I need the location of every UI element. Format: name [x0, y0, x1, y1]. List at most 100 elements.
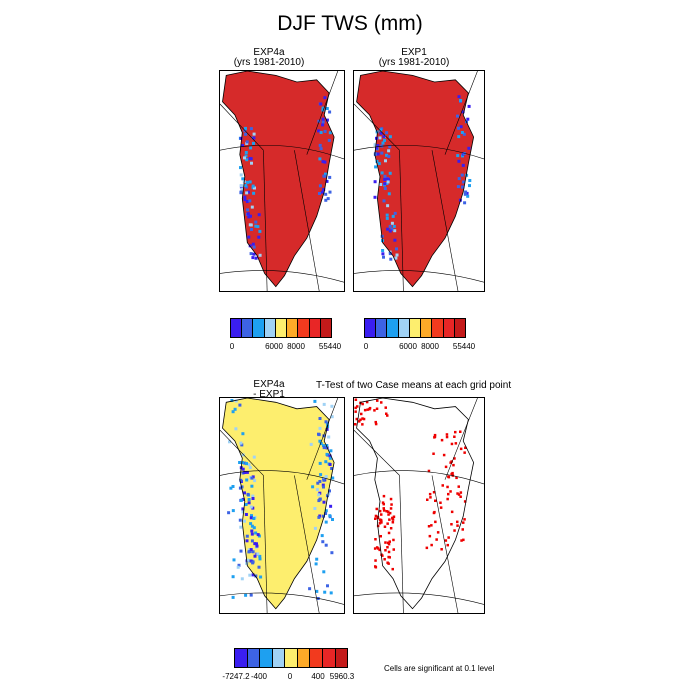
latitude-line	[220, 270, 344, 283]
grid-cell	[318, 184, 322, 188]
grid-cell	[244, 126, 247, 130]
greenland-map-icon	[354, 398, 484, 613]
grid-cell	[250, 529, 254, 533]
colorbar-swatch	[285, 649, 298, 667]
grid-cell	[231, 410, 235, 414]
significant-cell	[374, 565, 377, 568]
grid-cell	[241, 507, 245, 511]
grid-cell	[255, 544, 259, 548]
grid-cell	[259, 575, 263, 579]
grid-cell	[317, 515, 321, 519]
significant-cell	[356, 405, 359, 408]
longitude-line	[263, 150, 268, 291]
grid-cell	[309, 442, 313, 446]
grid-cell	[391, 214, 395, 218]
grid-cell	[374, 165, 378, 169]
grid-cell	[327, 138, 331, 142]
grid-cell	[245, 478, 249, 482]
grid-cell	[251, 506, 255, 510]
grid-cell	[258, 554, 262, 558]
grid-cell	[457, 135, 461, 139]
grid-cell	[257, 213, 261, 217]
grid-cell	[330, 404, 334, 408]
grid-cell	[461, 185, 464, 189]
significant-cell	[428, 492, 432, 496]
grid-cell	[249, 505, 253, 509]
grid-cell	[385, 216, 389, 220]
grid-cell	[238, 518, 242, 522]
grid-cell	[319, 102, 323, 106]
significant-cell	[391, 567, 394, 571]
grid-cell	[251, 242, 255, 246]
greenland-map-icon	[354, 71, 484, 291]
grid-cell	[381, 252, 385, 256]
significant-cell	[374, 422, 378, 426]
grid-cell	[373, 143, 377, 147]
grid-cell	[457, 126, 460, 130]
grid-cell	[392, 224, 396, 228]
significant-cell	[455, 476, 458, 480]
significant-cell	[376, 399, 379, 402]
grid-cell	[231, 595, 235, 599]
tick-label: 6000	[265, 342, 283, 351]
grid-cell	[229, 486, 233, 490]
grid-cell	[385, 182, 389, 185]
longitude-line	[354, 103, 400, 151]
grid-cell	[252, 132, 256, 136]
grid-cell	[388, 171, 392, 175]
significant-cell	[459, 430, 462, 433]
grid-cell	[244, 154, 248, 158]
grid-cell	[241, 471, 245, 475]
significant-cell	[462, 521, 465, 524]
grid-cell	[318, 480, 322, 483]
grid-cell	[254, 224, 258, 228]
significant-cell	[463, 518, 466, 521]
grid-cell	[248, 573, 252, 577]
significant-cell	[378, 548, 381, 552]
grid-cell	[245, 140, 249, 144]
grid-cell	[383, 182, 387, 186]
panel-1-label: EXP4a (yrs 1981-2010)	[219, 48, 319, 68]
colorbar-swatch	[235, 649, 248, 667]
panel-2-label: EXP1 (yrs 1981-2010)	[354, 48, 474, 68]
grid-cell	[245, 534, 249, 538]
grid-cell	[321, 160, 325, 164]
grid-cell	[394, 256, 398, 260]
grid-cell	[230, 399, 234, 402]
grid-cell	[461, 110, 465, 114]
grid-cell	[324, 420, 328, 424]
grid-cell	[251, 550, 255, 554]
significant-cell	[446, 485, 449, 489]
grid-cell	[243, 198, 247, 202]
grid-cell	[251, 561, 255, 565]
grid-cell	[376, 144, 380, 148]
grid-cell	[315, 557, 319, 561]
grid-cell	[241, 432, 245, 436]
significant-cell	[441, 484, 444, 487]
significant-cell	[391, 521, 395, 524]
grid-cell	[239, 498, 243, 502]
grid-cell	[329, 591, 333, 595]
colorbar-swatch	[264, 319, 276, 337]
grid-cell	[322, 514, 325, 518]
grid-cell	[257, 565, 261, 569]
grid-cell	[243, 156, 246, 160]
significant-cell	[381, 501, 385, 504]
grid-cell	[244, 593, 248, 597]
grid-cell	[464, 190, 468, 194]
significant-cell	[386, 561, 389, 564]
latitude-line	[354, 592, 484, 605]
grid-cell	[393, 211, 397, 215]
grid-cell	[318, 491, 322, 495]
tick-label: -7247.2	[222, 672, 250, 681]
colorbar-swatch	[253, 319, 265, 337]
grid-cell	[393, 229, 397, 233]
grid-cell	[382, 135, 386, 139]
significant-cell	[449, 490, 452, 493]
grid-cell	[330, 551, 334, 555]
grid-cell	[373, 152, 377, 156]
significant-cell	[386, 522, 389, 525]
grid-cell	[255, 542, 258, 546]
grid-cell	[241, 497, 245, 501]
grid-cell	[328, 454, 332, 458]
